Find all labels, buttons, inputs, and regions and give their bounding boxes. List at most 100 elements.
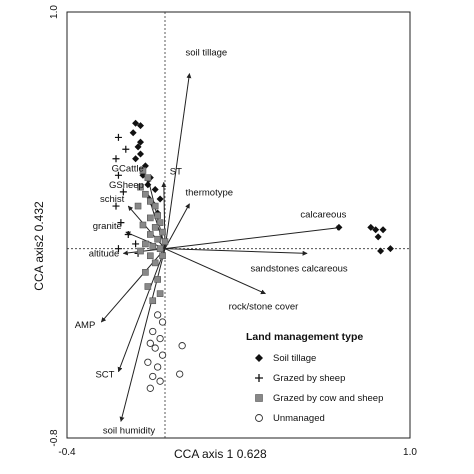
vector-label-gsheep: GSheep (109, 180, 144, 191)
vector-arrow-rock-stone-cover (164, 248, 266, 295)
point-grazed-by-cow-and-sheep-16 (142, 240, 149, 248)
point-unmanaged-8 (153, 363, 162, 371)
point-unmanaged-6 (158, 351, 167, 359)
point-grazed-by-cow-and-sheep-26 (149, 297, 157, 305)
legend-label-grazed-by-cow-and-sheep: Grazed by cow and sheep (273, 393, 383, 404)
legend-label-grazed-by-sheep: Grazed by sheep (273, 373, 345, 384)
point-grazed-by-sheep-3 (114, 171, 122, 179)
point-soil-tillage-1 (137, 122, 144, 130)
point-grazed-by-cow-and-sheep-7 (154, 212, 161, 219)
point-unmanaged-9 (149, 372, 157, 381)
point-grazed-by-cow-and-sheep-0 (139, 167, 147, 174)
point-grazed-by-cow-and-sheep-3 (142, 190, 149, 198)
point-grazed-by-sheep-6 (117, 219, 125, 227)
point-unmanaged-0 (153, 311, 162, 319)
point-grazed-by-cow-and-sheep-1 (144, 174, 152, 181)
vector-label-altitude: altitude (89, 248, 120, 259)
point-grazed-by-cow-and-sheep-22 (151, 259, 159, 267)
point-grazed-by-cow-and-sheep-11 (151, 224, 159, 231)
x-axis-title: CCA axis 1 0.628 (174, 447, 267, 461)
legend-square-icon (255, 394, 263, 402)
y-axis-title: CCA axis2 0.432 (32, 201, 46, 291)
point-unmanaged-5 (151, 344, 159, 352)
vector-arrow-st (161, 181, 167, 249)
vector-label-granite: granite (93, 221, 122, 232)
vector-label-rock-stone-cover: rock/stone cover (229, 302, 299, 313)
point-grazed-by-cow-and-sheep-9 (156, 219, 164, 226)
x-tick-label-left: -0.4 (58, 447, 76, 458)
vector-arrow-calcareous (164, 225, 342, 250)
point-soil-tillage-16 (367, 223, 375, 231)
point-soil-tillage-15 (335, 223, 343, 231)
point-unmanaged-1 (158, 318, 167, 326)
point-grazed-by-sheep-4 (119, 188, 127, 196)
point-soil-tillage-17 (372, 226, 380, 234)
vector-arrow-thermotype (164, 203, 190, 249)
point-unmanaged-12 (178, 342, 186, 350)
point-unmanaged-7 (144, 358, 152, 366)
point-grazed-by-cow-and-sheep-2 (137, 183, 144, 191)
point-grazed-by-sheep-5 (112, 202, 120, 210)
vector-label-calcareous: calcareous (300, 209, 346, 220)
point-soil-tillage-4 (134, 143, 142, 151)
x-tick-label-right: 1.0 (403, 447, 417, 458)
point-soil-tillage-20 (386, 245, 394, 253)
legend-circle-icon (255, 414, 263, 422)
point-grazed-by-sheep-1 (122, 145, 130, 153)
point-grazed-by-cow-and-sheep-4 (147, 198, 154, 205)
point-unmanaged-3 (156, 334, 164, 343)
plot-frame (66, 11, 411, 439)
legend-label-unmanaged: Unmanaged (273, 413, 325, 424)
point-grazed-by-cow-and-sheep-25 (144, 283, 152, 290)
vector-label-schist: schist (100, 194, 125, 205)
point-unmanaged-11 (146, 384, 154, 392)
legend: Land management type Soil tillage Grazed… (246, 331, 383, 424)
point-grazed-by-cow-and-sheep-17 (149, 243, 157, 250)
point-grazed-by-cow-and-sheep-20 (147, 252, 154, 260)
vector-label-sandstones-calcareous: sandstones calcareous (251, 263, 348, 274)
point-grazed-by-cow-and-sheep-5 (134, 202, 142, 210)
point-unmanaged-2 (149, 327, 157, 336)
legend-label-soil-tillage: Soil tillage (273, 353, 316, 364)
point-grazed-by-sheep-2 (112, 155, 120, 163)
legend-plus-icon (255, 374, 263, 382)
site-points (112, 119, 394, 392)
point-soil-tillage-3 (137, 138, 144, 146)
point-grazed-by-sheep-0 (114, 133, 122, 141)
vector-arrow-soil-tillage (164, 73, 192, 249)
point-soil-tillage-6 (132, 155, 140, 163)
point-grazed-by-cow-and-sheep-13 (147, 231, 154, 238)
point-grazed-by-cow-and-sheep-14 (154, 235, 161, 243)
vector-label-sct: SCT (95, 370, 114, 381)
legend-diamond-icon (255, 354, 263, 362)
vector-label-gcattle: GCattle (112, 164, 144, 175)
point-grazed-by-cow-and-sheep-6 (151, 202, 159, 210)
point-grazed-by-sheep-7 (124, 230, 132, 238)
point-soil-tillage-10 (144, 181, 152, 189)
point-grazed-by-cow-and-sheep-19 (137, 247, 144, 255)
point-grazed-by-cow-and-sheep-21 (159, 252, 166, 260)
point-soil-tillage-0 (132, 119, 140, 127)
vector-label-amp: AMP (75, 320, 96, 331)
point-soil-tillage-2 (129, 129, 137, 137)
point-grazed-by-cow-and-sheep-10 (139, 221, 147, 229)
vector-label-soil-humidity: soil humidity (103, 425, 156, 436)
legend-title: Land management type (246, 331, 363, 343)
point-grazed-by-sheep-9 (114, 245, 122, 253)
point-grazed-by-cow-and-sheep-24 (154, 276, 161, 283)
point-grazed-by-sheep-8 (132, 240, 140, 248)
vector-arrow-sandstones-calcareous (164, 248, 308, 256)
vector-label-thermotype: thermotype (186, 188, 234, 199)
point-unmanaged-13 (176, 370, 184, 378)
vector-label-st: ST (170, 166, 182, 177)
vector-arrow-sct (117, 248, 166, 373)
point-unmanaged-4 (146, 339, 154, 347)
point-grazed-by-cow-and-sheep-15 (161, 238, 169, 245)
y-tick-label-bottom: -0.8 (49, 429, 60, 447)
point-unmanaged-10 (156, 377, 164, 385)
vector-labels: soil tillage ST thermotype calcareous sandst… (75, 48, 348, 437)
point-grazed-by-cow-and-sheep-27 (156, 290, 164, 297)
y-tick-label-top: 1.0 (49, 5, 60, 19)
point-soil-tillage-19 (374, 233, 382, 241)
